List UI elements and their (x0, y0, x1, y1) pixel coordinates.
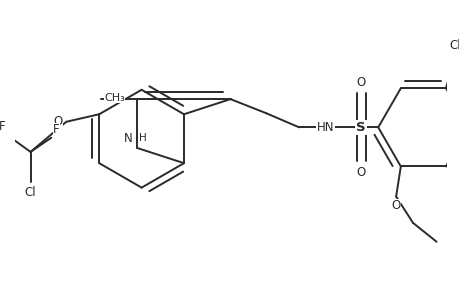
Text: O: O (356, 76, 365, 89)
Text: Cl: Cl (448, 38, 459, 52)
Text: HN: HN (316, 121, 334, 134)
Text: O: O (53, 115, 62, 128)
Text: H: H (139, 133, 147, 143)
Text: Cl: Cl (25, 186, 36, 199)
Text: F: F (0, 120, 5, 133)
Text: O: O (356, 166, 365, 179)
Text: S: S (356, 121, 365, 134)
Text: CH₃: CH₃ (104, 93, 125, 103)
Text: O: O (391, 200, 400, 212)
Text: F: F (53, 123, 60, 136)
Text: N: N (124, 132, 133, 145)
